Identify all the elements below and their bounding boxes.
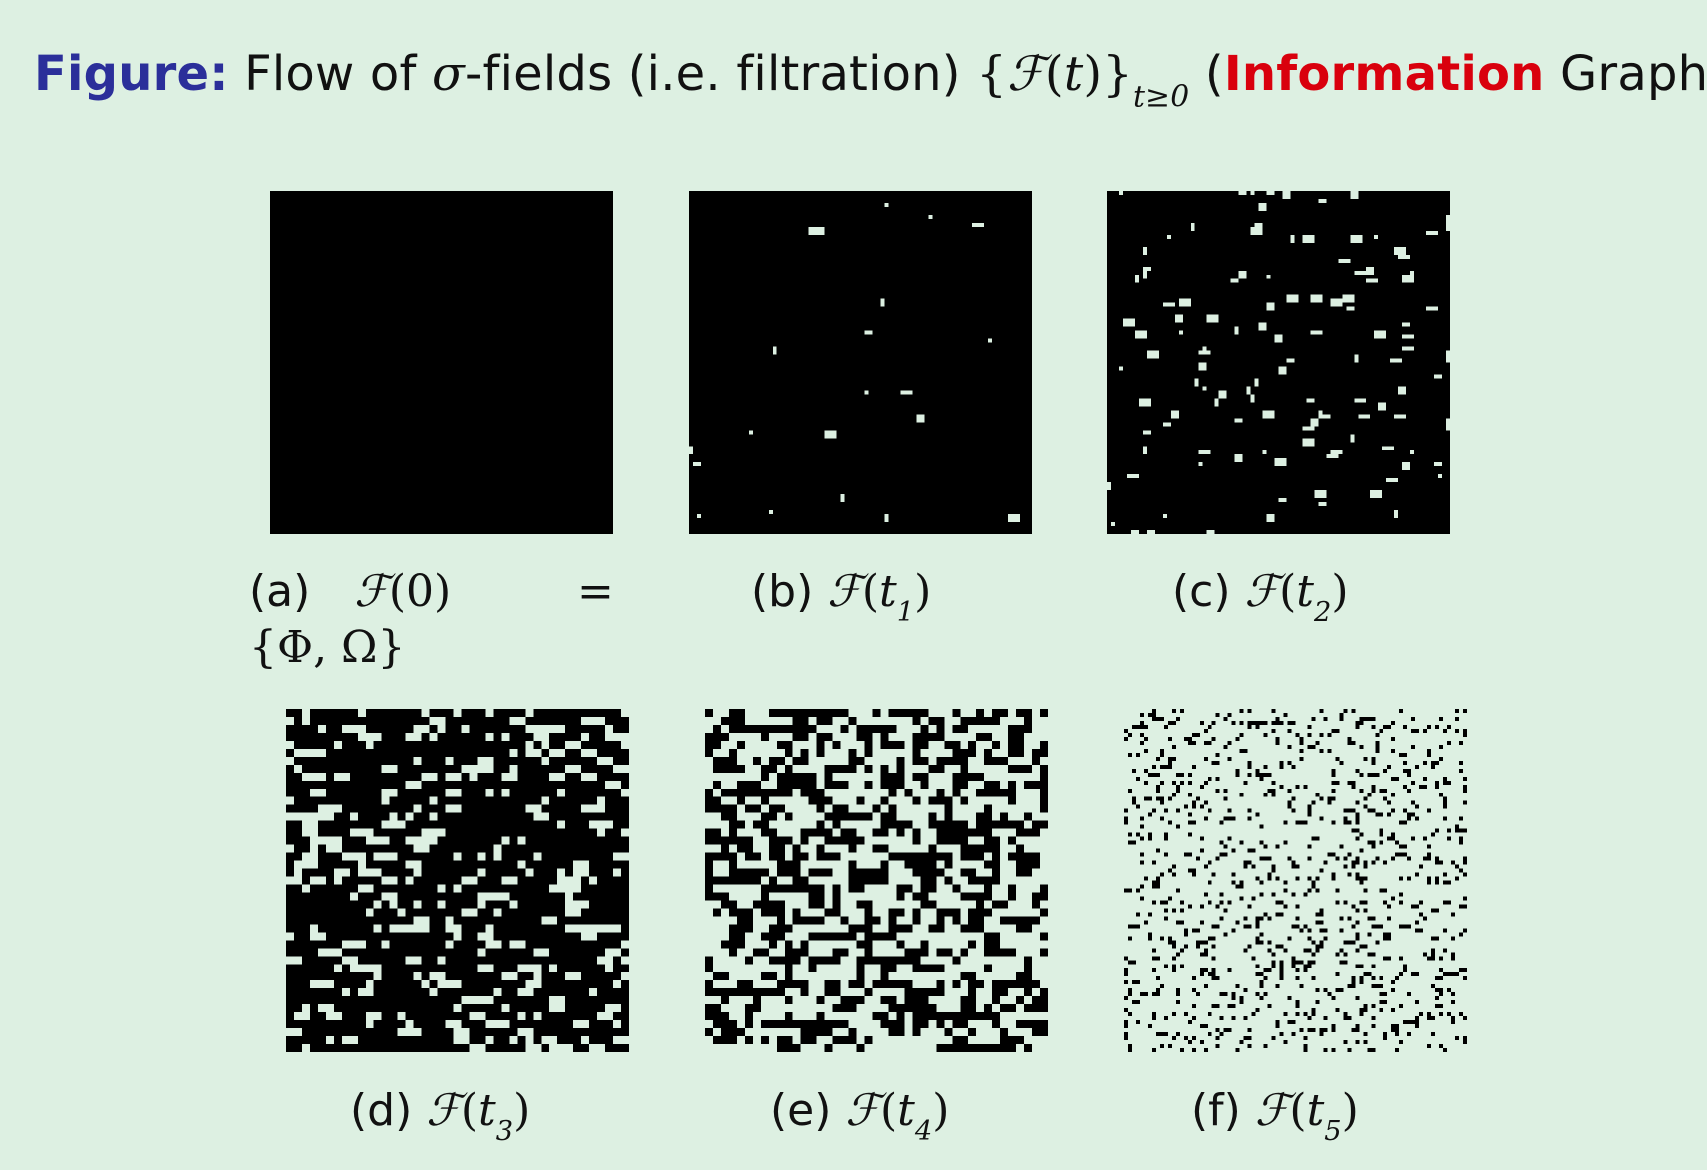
caption-math-d: ℱ(t3)	[426, 1085, 531, 1146]
heading-text-2: -fields (i.e. filtration)	[465, 46, 977, 102]
caption-tag-e: (e)	[770, 1085, 832, 1136]
subscript-index: 2	[1313, 597, 1332, 628]
script-f: ℱ	[426, 1085, 461, 1136]
filtration-expression: {ℱ(t)}t≥0	[976, 46, 1189, 112]
var-t: t	[897, 1085, 915, 1136]
caption-math-f: ℱ(t5)	[1254, 1085, 1359, 1146]
caption-a: (a) ℱ(0)	[249, 570, 451, 614]
paren-close: )	[1341, 1085, 1359, 1136]
panel-image-a	[270, 191, 613, 534]
var-t: t	[1306, 1085, 1325, 1136]
set-close-brace: }	[1102, 46, 1134, 102]
index-subscript: t≥0	[1133, 79, 1190, 115]
heading-text-1: Flow of	[228, 46, 433, 102]
caption-b: (b) ℱ(t1)	[751, 570, 931, 627]
caption-a-set: {Φ, Ω}	[249, 626, 406, 670]
paren-close: )	[1331, 566, 1349, 617]
script-f: ℱ	[1006, 46, 1045, 102]
panel-image-c	[1107, 191, 1450, 534]
subscript-index: 1	[896, 597, 915, 628]
script-f: ℱ	[1254, 1085, 1290, 1136]
paren-close: )	[914, 566, 932, 617]
panel-image-f	[1124, 709, 1467, 1052]
caption-tag-d: (d)	[350, 1085, 413, 1136]
caption-set-a: {Φ, Ω}	[249, 622, 406, 673]
script-f: ℱ	[1244, 566, 1280, 617]
panel-image-e	[705, 709, 1048, 1052]
caption-tag-f: (f)	[1191, 1085, 1241, 1136]
script-f: ℱ	[354, 566, 389, 617]
caption-f: (f) ℱ(t5)	[1191, 1089, 1359, 1146]
caption-c: (c) ℱ(t2)	[1172, 570, 1349, 627]
script-f: ℱ	[827, 566, 862, 617]
caption-math-c: ℱ(t2)	[1244, 566, 1349, 627]
caption-arg-a: (0)	[388, 566, 452, 617]
figure-label: Figure:	[34, 46, 229, 102]
caption-tag-b: (b)	[751, 566, 814, 617]
var-t: t	[879, 566, 897, 617]
paren-close: )	[1083, 46, 1103, 102]
var-t: t	[1063, 46, 1084, 102]
panel-image-b	[689, 191, 1032, 534]
paren-open: (	[1279, 566, 1297, 617]
caption-a-equals: =	[577, 566, 614, 617]
paren-open: (	[460, 1085, 479, 1136]
var-t: t	[1296, 566, 1314, 617]
paren-close: )	[932, 1085, 950, 1136]
caption-set-value: {Φ, Ω}	[249, 622, 406, 673]
paren-open: (	[861, 566, 880, 617]
heading-text-3: (	[1189, 46, 1224, 102]
var-t: t	[478, 1085, 496, 1136]
caption-tag-a: (a)	[249, 566, 311, 617]
caption-tag-c: (c)	[1172, 566, 1231, 617]
paren-open: (	[880, 1085, 898, 1136]
script-f: ℱ	[845, 1085, 880, 1136]
heading-text-4: Graphs)	[1560, 46, 1707, 102]
panel-image-d	[286, 709, 629, 1052]
paren-open: (	[1044, 46, 1064, 102]
caption-math-e: ℱ(t4)	[845, 1085, 950, 1146]
subscript-index: 3	[495, 1116, 514, 1147]
paren-open: (	[1289, 1085, 1307, 1136]
caption-math-a: ℱ(0)	[354, 566, 451, 617]
caption-e: (e) ℱ(t4)	[770, 1089, 949, 1146]
caption-d: (d) ℱ(t3)	[350, 1089, 530, 1146]
sigma-symbol: σ	[432, 46, 465, 102]
caption-math-b: ℱ(t1)	[827, 566, 932, 627]
set-open-brace: {	[976, 46, 1007, 102]
paren-close: )	[513, 1085, 531, 1136]
subscript-index: 5	[1324, 1116, 1342, 1147]
information-highlight: Information	[1223, 46, 1545, 102]
subscript-index: 4	[914, 1116, 933, 1147]
figure-heading: Figure: Flow of σ-fields (i.e. filtratio…	[34, 50, 1707, 112]
